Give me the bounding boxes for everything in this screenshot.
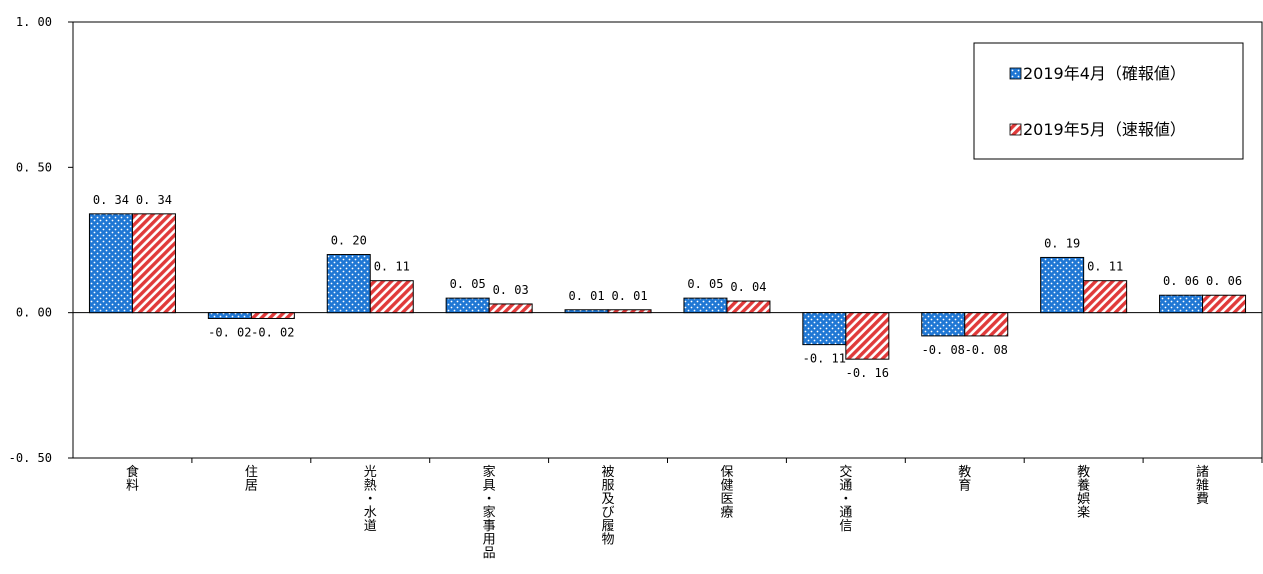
- y-tick-label: 1. 00: [16, 15, 52, 29]
- bar-series-1: [326, 254, 371, 314]
- bar-series-1: [802, 312, 847, 346]
- bar-series-1: [683, 297, 728, 314]
- data-label: -0. 16: [846, 366, 889, 380]
- y-tick-label: 0. 50: [16, 160, 52, 174]
- data-label: 0. 01: [568, 289, 604, 303]
- legend: [973, 42, 1244, 160]
- x-category-label: 食料: [126, 464, 139, 494]
- bar-series-1: [445, 297, 490, 314]
- bar-series-2: [964, 312, 1009, 337]
- data-label: 0. 11: [374, 260, 410, 274]
- x-category-label: 保健医療: [720, 465, 733, 521]
- x-category-label: 諸雑費: [1196, 464, 1209, 507]
- data-label: 0. 05: [687, 277, 723, 291]
- bar-series-2: [845, 312, 890, 360]
- bar-series-2: [250, 312, 295, 319]
- x-category-label: 光熱・水道: [364, 465, 377, 534]
- data-label: -0. 11: [803, 352, 846, 366]
- bar-series-1: [207, 312, 252, 319]
- bar-series-1: [564, 309, 609, 314]
- data-label: 0. 11: [1087, 260, 1123, 274]
- x-category-label: 家具・家事用品: [483, 464, 496, 561]
- x-category-label: 交通・通信: [839, 464, 852, 534]
- data-label: 0. 34: [93, 193, 129, 207]
- bar-series-2: [1083, 280, 1128, 314]
- y-tick-label: -0. 50: [9, 451, 52, 465]
- legend-entry: 2019年4月（確報値）: [1023, 64, 1186, 83]
- y-tick-label: 0. 00: [16, 306, 52, 320]
- legend-swatch: [1009, 123, 1022, 136]
- bar-series-2: [131, 213, 176, 314]
- bar-series-1: [921, 312, 966, 337]
- data-label: 0. 03: [493, 283, 529, 297]
- data-label: 0. 34: [136, 193, 172, 207]
- x-category-label: 被服及び履物: [602, 465, 615, 548]
- bar-series-2: [488, 303, 533, 314]
- data-label: 0. 19: [1044, 236, 1080, 250]
- data-label: -0. 08: [965, 343, 1008, 357]
- data-label: 0. 04: [730, 280, 766, 294]
- data-label: 0. 06: [1206, 274, 1242, 288]
- bar-series-1: [1040, 256, 1085, 314]
- bar-series-1: [88, 213, 133, 314]
- data-label: 0. 06: [1163, 274, 1199, 288]
- x-category-label: 住居: [245, 465, 258, 494]
- legend-swatch: [1009, 67, 1022, 80]
- bar-series-1: [1159, 294, 1204, 314]
- data-label: 0. 01: [611, 289, 647, 303]
- legend-entry: 2019年5月（速報値）: [1023, 120, 1186, 139]
- x-category-label: 教養娯楽: [1077, 464, 1090, 521]
- bar-series-2: [607, 309, 652, 314]
- data-label: -0. 08: [922, 343, 965, 357]
- data-label: -0. 02: [208, 325, 251, 339]
- bar-series-2: [369, 280, 414, 314]
- bar-series-2: [726, 300, 771, 314]
- data-label: -0. 02: [251, 325, 294, 339]
- data-label: 0. 05: [450, 277, 486, 291]
- data-label: 0. 20: [331, 234, 367, 248]
- bar-series-2: [1202, 294, 1247, 314]
- x-category-label: 教育: [958, 464, 971, 494]
